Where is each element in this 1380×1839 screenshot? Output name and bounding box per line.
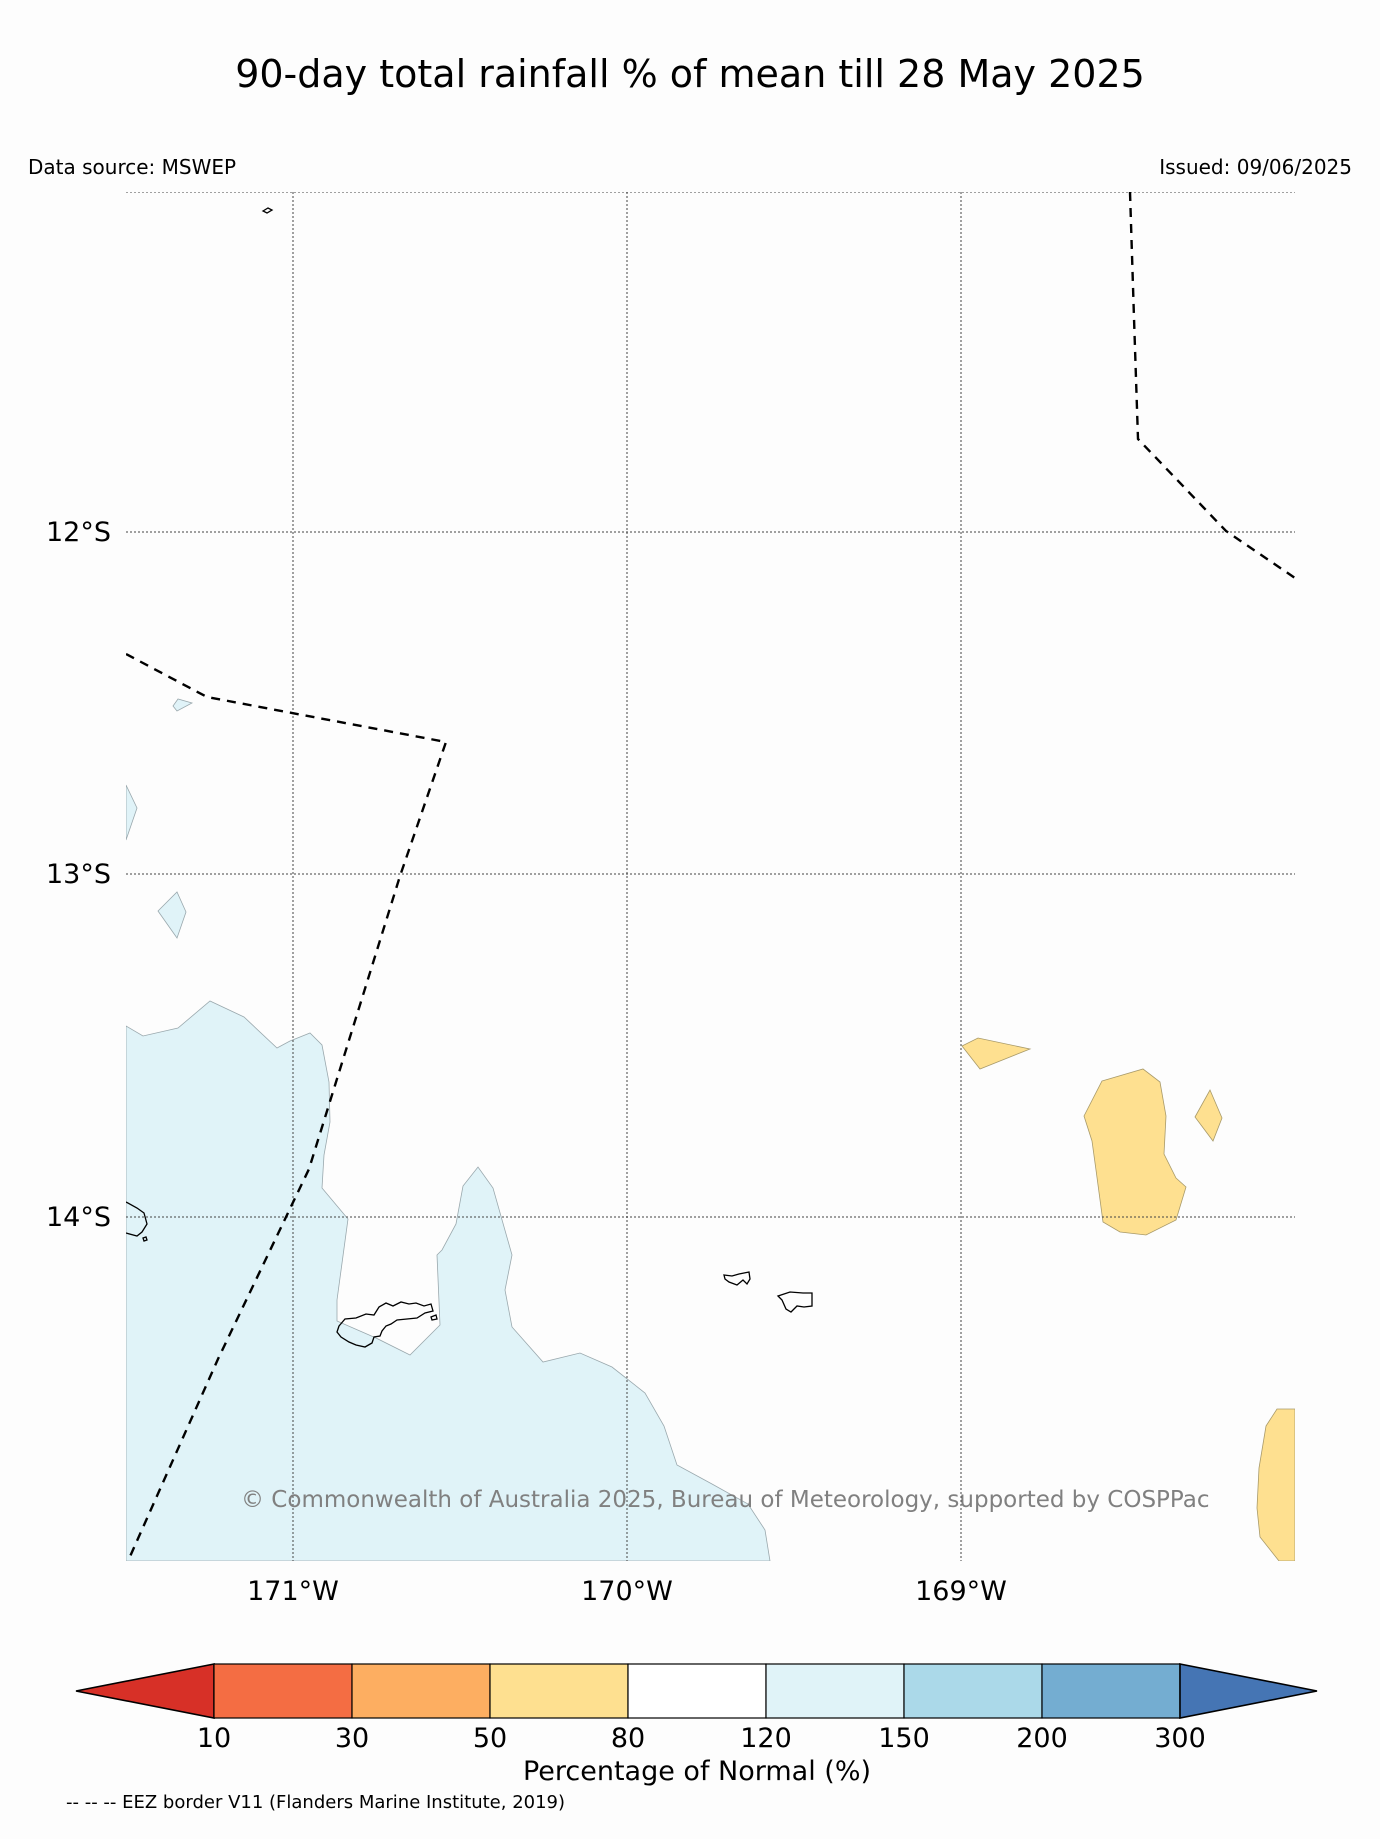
colorbar-segment-120-150 [765,1663,905,1719]
colorbar-segment-80-120 [627,1663,767,1719]
colorbar-segment-150-200 [903,1663,1043,1719]
map-gridlines [126,192,1295,1561]
coastline-ofu-olosega [723,1271,751,1286]
colorbar: 10 30 50 80 120 150 200 300 Percentage o… [75,1663,1318,1787]
lon-label-170w: 170°W [581,1576,673,1607]
colorbar-extend-low [75,1663,215,1719]
coastline-rose-atoll [261,207,274,214]
lat-label-13s: 13°S [46,859,111,890]
coastline-tau [776,1291,813,1313]
rainfall-region-below-normal-4 [1256,1408,1295,1561]
coastline-savaii-edge [126,1201,148,1237]
page-title: 90-day total rainfall % of mean till 28 … [235,52,1145,96]
colorbar-tick-80: 80 [611,1723,645,1754]
lon-label-171w: 171°W [247,1576,339,1607]
colorbar-tick-50: 50 [473,1723,507,1754]
rainfall-region-below-normal-3 [1194,1089,1223,1142]
eez-border-note: -- -- -- EEZ border V11 (Flanders Marine… [66,1792,566,1813]
coastline-aunuu [430,1314,438,1321]
coastlines [126,207,813,1348]
colorbar-tick-200: 200 [1016,1723,1068,1754]
copyright-notice: © Commonwealth of Australia 2025, Bureau… [241,1487,1210,1513]
data-source-label: Data source: MSWEP [28,155,237,179]
colorbar-title: Percentage of Normal (%) [523,1756,871,1787]
coastline-small-islet [142,1236,148,1242]
eez-border-west [126,652,448,1561]
coastline-tutuila [336,1301,434,1348]
rainfall-region-below-normal-2 [1083,1068,1187,1236]
rainfall-region-below-normal-1 [961,1037,1032,1070]
rainfall-region-small-island-patch [126,784,138,841]
map-area: © Commonwealth of Australia 2025, Bureau… [126,192,1295,1561]
colorbar-tick-120: 120 [740,1723,792,1754]
colorbar-segment-10-30 [213,1663,353,1719]
rainfall-region-small-patch-2 [157,891,187,939]
colorbar-extend-high [1179,1663,1318,1719]
colorbar-segment-30-50 [351,1663,491,1719]
eez-border-east [1128,192,1295,579]
colorbar-segment-50-80 [489,1663,629,1719]
rainfall-region-above-normal [126,1000,771,1561]
colorbar-tick-30: 30 [335,1723,369,1754]
lon-label-169w: 169°W [915,1576,1007,1607]
colorbar-tick-150: 150 [878,1723,930,1754]
colorbar-tick-10: 10 [197,1723,231,1754]
rainfall-region-small-patch-3 [172,698,194,712]
eez-border [126,192,1295,1561]
colorbar-tick-300: 300 [1154,1723,1206,1754]
lat-label-12s: 12°S [46,517,111,548]
lat-label-14s: 14°S [46,1202,111,1233]
issued-date-label: Issued: 09/06/2025 [1159,155,1352,179]
colorbar-segment-200-300 [1041,1663,1181,1719]
